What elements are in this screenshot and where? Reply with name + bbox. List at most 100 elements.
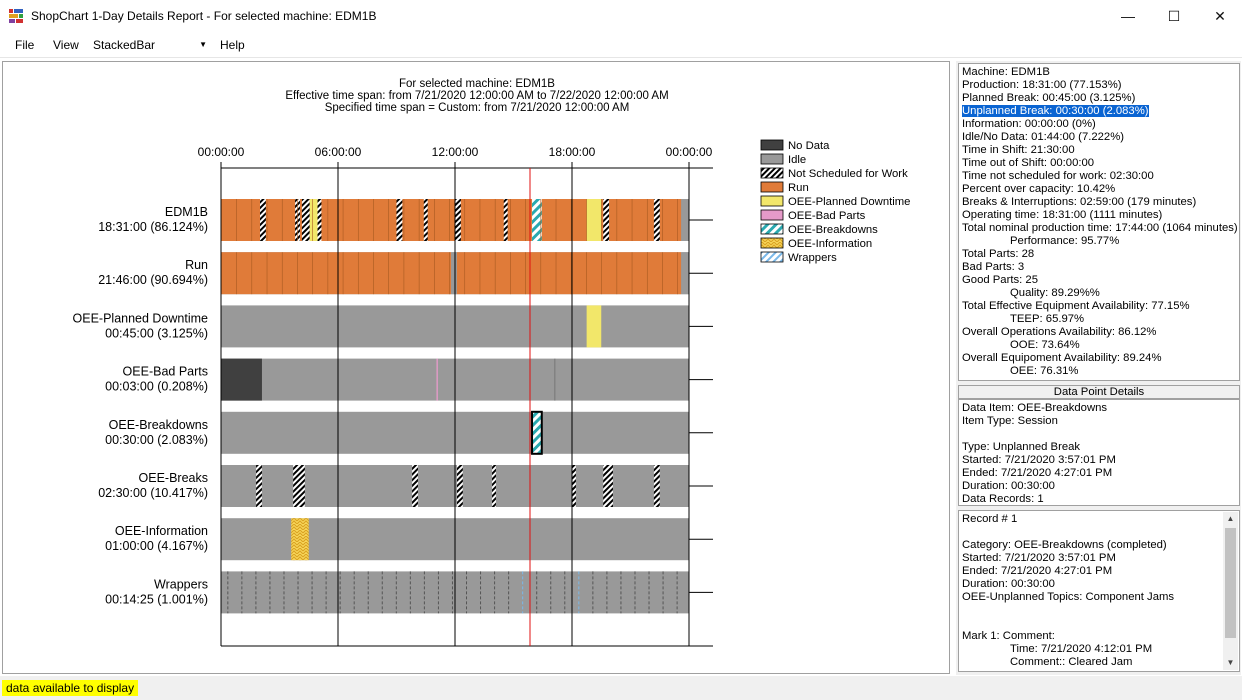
idle-segment xyxy=(451,252,457,295)
break-segment xyxy=(653,465,660,507)
record-lines: Record # 1 Category: OEE-Breakdowns (comp… xyxy=(962,513,1236,669)
legend-swatch xyxy=(760,167,784,179)
data-point-line: Duration: 00:30:00 xyxy=(962,480,1055,492)
x-tick-label: 00:00:00 xyxy=(666,145,713,159)
menu-file[interactable]: File xyxy=(15,38,35,52)
row-label-value: 00:03:00 (0.208%) xyxy=(105,380,208,394)
row-label-value: 21:46:00 (90.694%) xyxy=(98,273,208,287)
app-icon xyxy=(9,9,23,23)
legend-label: Not Scheduled for Work xyxy=(788,168,908,180)
summary-line: OEE: 76.31% xyxy=(1010,365,1079,377)
no-data-segment xyxy=(221,358,262,401)
breakdown-segment-selected xyxy=(531,410,543,455)
timeline-chart[interactable]: 00:00:00 06:00:00 12:00:00 18:00:00 00:00:00… xyxy=(3,62,949,673)
row-label-value: 02:30:00 (10.417%) xyxy=(98,486,208,500)
row-label-name: OEE-Information xyxy=(115,524,208,538)
summary-line: TEEP: 65.97% xyxy=(1010,313,1085,325)
chart-type-select[interactable]: StackedBar ▼ xyxy=(88,35,212,56)
legend-label: OEE-Planned Downtime xyxy=(788,196,910,208)
record-line: Time: 7/21/2020 4:12:01 PM xyxy=(1010,643,1153,655)
bad-parts-segment xyxy=(436,358,438,401)
summary-box[interactable]: Machine: EDM1B Production: 18:31:00 (77.1… xyxy=(958,63,1240,381)
summary-line: Performance: 95.77% xyxy=(1010,235,1120,247)
maximize-button[interactable]: ☐ xyxy=(1167,7,1181,24)
summary-line: Unplanned Break: 00:30:00 (2.083%) xyxy=(962,105,1149,117)
scroll-thumb[interactable] xyxy=(1225,528,1236,638)
row-label-name: OEE-Breaks xyxy=(139,471,208,485)
break-segment xyxy=(293,465,305,507)
not-scheduled-segment xyxy=(455,199,461,241)
break-segment xyxy=(412,465,418,507)
record-line: Started: 7/21/2020 3:57:01 PM xyxy=(962,552,1116,564)
record-box[interactable]: Record # 1 Category: OEE-Breakdowns (comp… xyxy=(958,510,1240,672)
information-segment xyxy=(291,518,309,561)
break-segment xyxy=(256,465,262,507)
status-bar: data available to display xyxy=(0,676,1242,700)
break-segment xyxy=(603,465,613,507)
row-label-name: OEE-Planned Downtime xyxy=(73,311,209,325)
legend-label: OEE-Bad Parts xyxy=(788,210,866,222)
status-text: data available to display xyxy=(2,680,139,696)
break-segment xyxy=(572,465,576,507)
data-point-line: Data Item: OEE-Breakdowns xyxy=(962,402,1108,414)
run-segment xyxy=(456,252,682,295)
menu-bar: File View StackedBar ▼ Help xyxy=(0,33,1242,58)
legend-swatch xyxy=(760,237,784,249)
summary-line: Percent over capacity: 10.42% xyxy=(962,183,1116,195)
summary-line: Total nominal production time: 17:44:00 … xyxy=(962,222,1238,234)
legend-label: OEE-Information xyxy=(788,238,872,250)
scroll-up-icon[interactable]: ▲ xyxy=(1226,514,1235,523)
run-segment xyxy=(221,252,452,295)
row-label-value: 18:31:00 (86.124%) xyxy=(98,220,208,234)
summary-line: Production: 18:31:00 (77.153%) xyxy=(962,79,1122,91)
chart-header-line2: Effective time span: from 7/21/2020 12:0… xyxy=(285,90,669,102)
row-label-name: OEE-Breakdowns xyxy=(109,418,208,432)
scroll-down-icon[interactable]: ▼ xyxy=(1226,658,1235,667)
break-segment xyxy=(492,465,496,507)
summary-line: Time not scheduled for work: 02:30:00 xyxy=(962,170,1154,182)
row-label-name: OEE-Bad Parts xyxy=(123,365,208,379)
not-scheduled-segment xyxy=(653,199,660,241)
summary-line: Idle/No Data: 01:44:00 (7.222%) xyxy=(962,131,1125,143)
summary-line: Quality: 89.29%% xyxy=(1010,287,1100,299)
record-line: Ended: 7/21/2020 4:27:01 PM xyxy=(962,565,1113,577)
planned-downtime-segment xyxy=(309,199,318,241)
menu-help[interactable]: Help xyxy=(220,38,245,52)
summary-line: Time out of Shift: 00:00:00 xyxy=(962,157,1095,169)
idle-segment xyxy=(681,252,689,295)
legend-swatch xyxy=(760,139,784,151)
row-label-name: Run xyxy=(185,258,208,272)
chart-panel: For selected machine: EDM1B Effective ti… xyxy=(2,61,950,674)
not-scheduled-segment xyxy=(316,199,322,241)
close-button[interactable]: ✕ xyxy=(1214,7,1226,24)
row-label-value: 00:30:00 (2.083%) xyxy=(105,433,208,447)
summary-line: Bad Parts: 3 xyxy=(962,261,1025,273)
minimize-button[interactable]: — xyxy=(1121,8,1135,24)
row-label-name: EDM1B xyxy=(165,205,208,219)
data-point-line: Data Records: 1 xyxy=(962,493,1044,505)
legend-label: OEE-Breakdowns xyxy=(788,224,878,236)
not-scheduled-segment xyxy=(260,199,266,241)
window-title: ShopChart 1-Day Details Report - For sel… xyxy=(31,9,377,23)
legend-swatch xyxy=(760,153,784,165)
row-label-value: 00:14:25 (1.001%) xyxy=(105,592,208,606)
chart-type-value: StackedBar xyxy=(93,38,156,52)
summary-line: Total Effective Equipment Availability: … xyxy=(962,300,1190,312)
data-point-line xyxy=(962,428,1236,441)
summary-line: OOE: 73.64% xyxy=(1010,339,1080,351)
record-line: Comment:: Cleared Jam xyxy=(1010,656,1133,668)
record-scrollbar[interactable]: ▲ ▼ xyxy=(1223,512,1238,670)
not-scheduled-segment xyxy=(603,199,610,241)
row-label-name: Wrappers xyxy=(154,577,208,591)
summary-line: Breaks & Interruptions: 02:59:00 (179 mi… xyxy=(962,196,1197,208)
menu-view[interactable]: View xyxy=(53,38,79,52)
summary-line: Information: 00:00:00 (0%) xyxy=(962,118,1096,130)
summary-line: Planned Break: 00:45:00 (3.125%) xyxy=(962,92,1136,104)
legend-swatch xyxy=(760,209,784,221)
chevron-down-icon: ▼ xyxy=(199,40,207,49)
chart-header-line1: For selected machine: EDM1B xyxy=(399,78,555,90)
summary-line: Overall Equipoment Availability: 89.24% xyxy=(962,352,1162,364)
x-tick-label: 06:00:00 xyxy=(315,145,362,159)
record-line xyxy=(962,526,1236,539)
data-point-box[interactable]: Data Item: OEE-Breakdowns Item Type: Sess… xyxy=(958,399,1240,506)
